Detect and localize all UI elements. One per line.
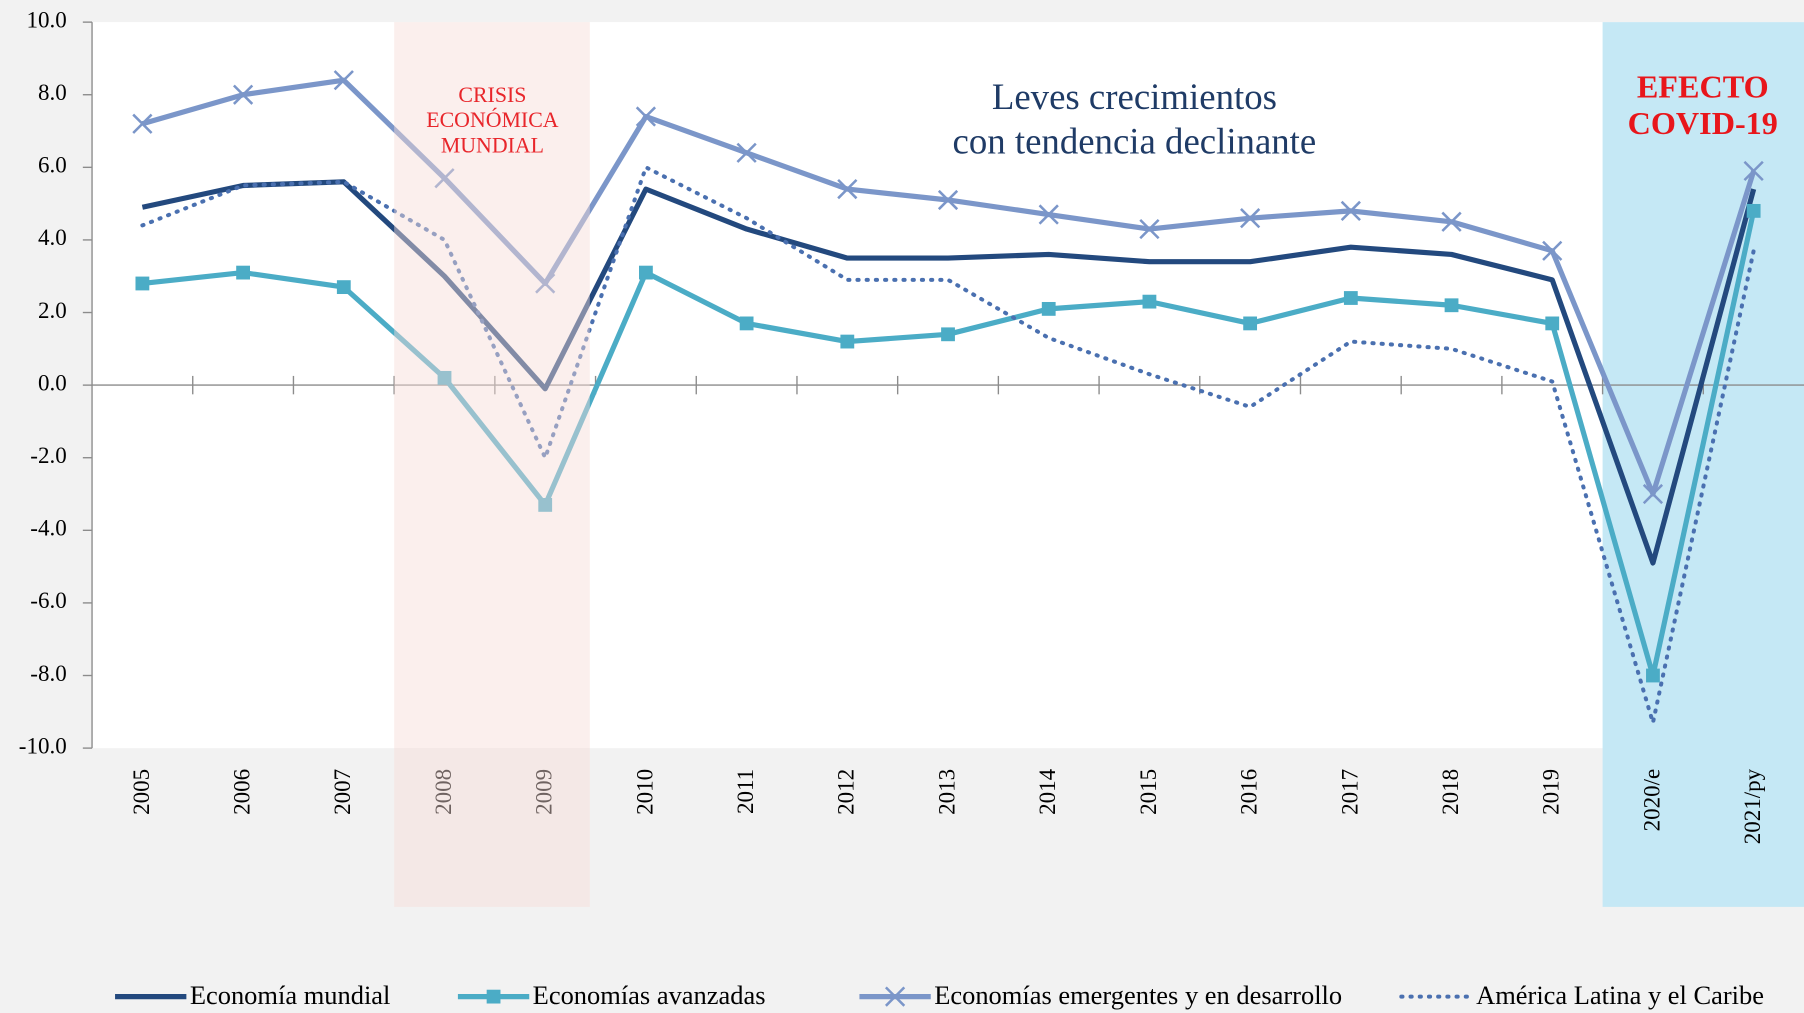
annotation: CRISIS xyxy=(458,83,526,107)
annotation: EFECTO xyxy=(1637,68,1769,104)
point-marker xyxy=(336,280,351,295)
x-tick-label: 2015 xyxy=(1135,769,1161,815)
x-tick-label: 2009 xyxy=(531,769,557,815)
annotation: MUNDIAL xyxy=(441,134,544,158)
point-marker xyxy=(486,989,501,1004)
point-marker xyxy=(1743,160,1764,182)
point-marker xyxy=(132,113,153,134)
y-tick-label: -4.0 xyxy=(30,515,66,541)
covid-band xyxy=(1602,22,1804,907)
x-tick-label: 2019 xyxy=(1538,769,1564,815)
legend-label: Economías emergentes y en desarrollo xyxy=(934,980,1342,1010)
point-marker xyxy=(1646,668,1660,683)
point-marker xyxy=(538,498,553,512)
y-tick-label: -6.0 xyxy=(30,587,66,613)
point-marker xyxy=(941,327,955,342)
x-tick-label: 2007 xyxy=(329,769,355,815)
point-marker xyxy=(437,370,452,385)
y-tick-label: 8.0 xyxy=(38,79,67,105)
crisis-band xyxy=(394,22,590,907)
x-tick-label: 2020/e xyxy=(1638,769,1664,832)
point-marker xyxy=(739,316,754,331)
legend-label: Economía mundial xyxy=(190,980,391,1010)
point-marker xyxy=(840,334,855,349)
y-tick-label: -2.0 xyxy=(30,442,66,468)
point-marker xyxy=(1542,240,1563,261)
x-tick-label: 2021/py xyxy=(1739,768,1765,844)
point-marker xyxy=(1343,291,1358,305)
annotation: Leves crecimientos xyxy=(992,76,1277,117)
x-tick-label: 2014 xyxy=(1034,768,1060,814)
point-marker xyxy=(1243,316,1258,331)
point-marker xyxy=(333,70,354,91)
point-marker xyxy=(1142,294,1157,309)
point-marker xyxy=(1441,211,1462,232)
point-marker xyxy=(1746,203,1761,218)
y-tick-label: 4.0 xyxy=(38,224,67,250)
annotation: COVID-19 xyxy=(1628,105,1778,141)
point-marker xyxy=(236,265,250,280)
point-marker xyxy=(635,106,657,127)
x-tick-label: 2013 xyxy=(933,769,959,815)
point-marker xyxy=(937,189,959,211)
annotation: con tendencia declinante xyxy=(953,121,1317,162)
point-marker xyxy=(535,273,556,294)
x-tick-label: 2012 xyxy=(833,769,859,815)
point-marker xyxy=(884,986,906,1007)
x-tick-label: 2006 xyxy=(229,769,255,815)
point-marker xyxy=(232,84,254,105)
point-marker xyxy=(1139,218,1160,240)
point-marker xyxy=(1240,208,1261,229)
annotation: ECONÓMICA xyxy=(426,108,559,132)
point-marker xyxy=(736,142,757,163)
point-marker xyxy=(434,168,455,189)
x-tick-label: 2008 xyxy=(430,769,456,815)
point-marker xyxy=(1038,204,1059,225)
y-tick-label: 0.0 xyxy=(38,369,67,395)
point-marker xyxy=(135,276,150,291)
legend-label: América Latina y el Caribe xyxy=(1476,980,1764,1010)
x-tick-label: 2016 xyxy=(1236,769,1262,815)
point-marker xyxy=(1642,483,1664,505)
point-marker xyxy=(1444,298,1459,313)
y-tick-label: 6.0 xyxy=(38,152,67,178)
x-tick-label: 2005 xyxy=(128,769,154,815)
series-line xyxy=(141,179,1757,566)
point-marker xyxy=(837,179,858,200)
y-tick-label: -8.0 xyxy=(30,660,66,686)
x-tick-label: 2017 xyxy=(1336,769,1362,815)
point-marker xyxy=(639,265,653,280)
y-tick-label: -10.0 xyxy=(19,732,67,758)
point-marker xyxy=(1545,316,1560,331)
x-tick-label: 2018 xyxy=(1437,769,1463,815)
series-line xyxy=(140,165,1756,725)
point-marker xyxy=(1041,301,1056,316)
x-tick-label: 2011 xyxy=(732,769,758,814)
x-tick-label: 2010 xyxy=(631,769,657,815)
point-marker xyxy=(1340,200,1361,221)
y-tick-label: 2.0 xyxy=(38,297,67,323)
legend-label: Economías avanzadas xyxy=(533,980,766,1010)
y-tick-label: 10.0 xyxy=(26,6,66,32)
